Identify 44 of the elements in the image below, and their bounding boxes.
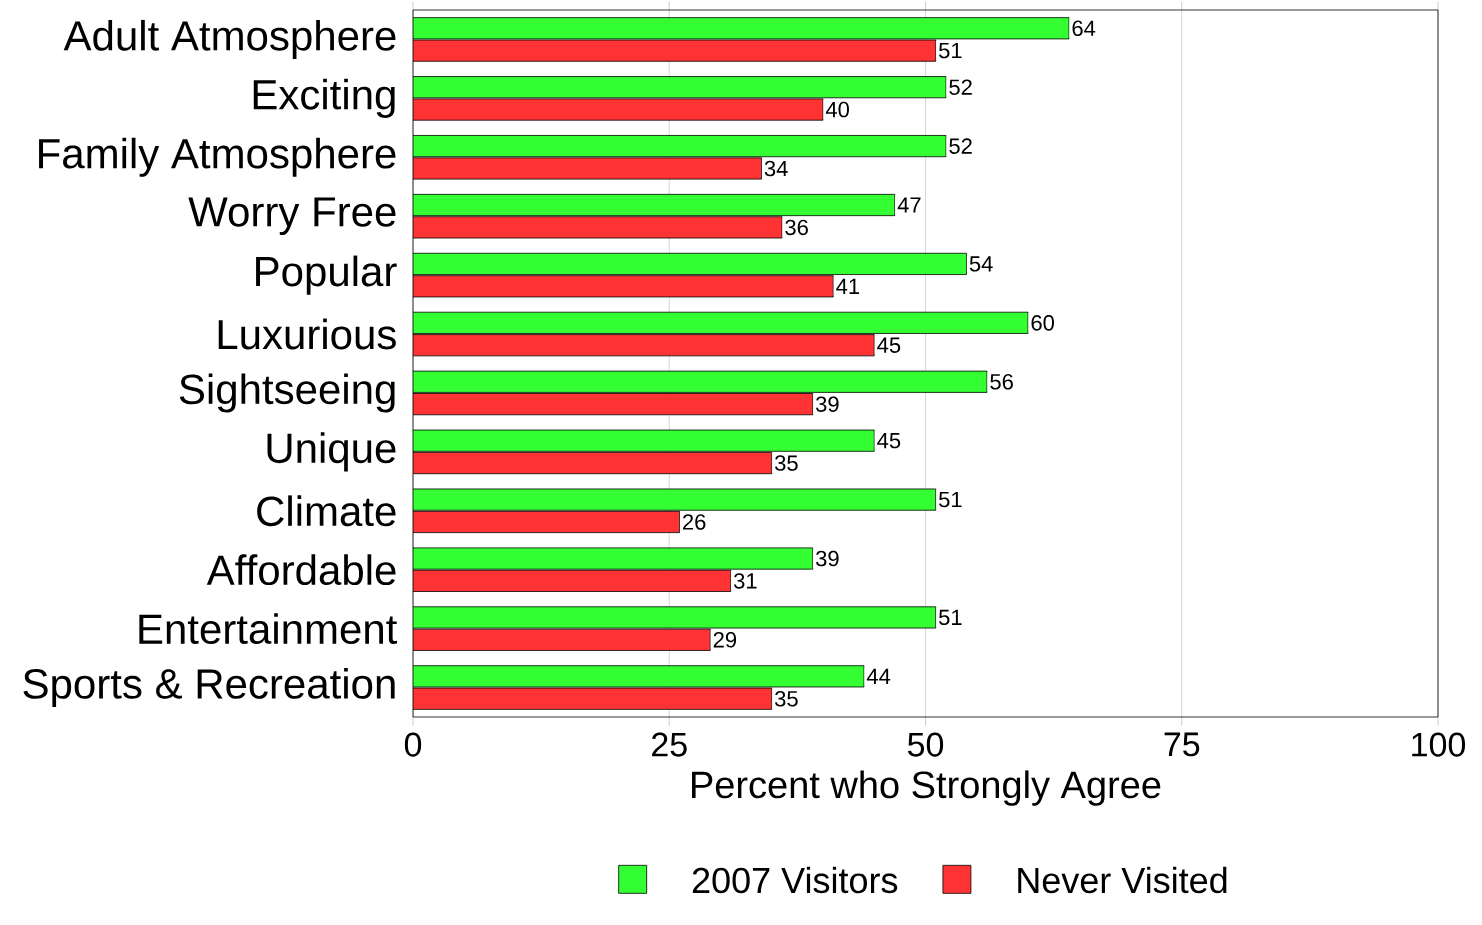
data-label: 45 (877, 337, 901, 353)
y-tick-label: Unique (267, 432, 396, 472)
data-label: 41 (836, 278, 860, 294)
data-label: 51 (939, 609, 962, 626)
x-tick-label: 25 (652, 732, 687, 757)
data-label: 35 (775, 690, 798, 707)
legend-label: Never Visited (1018, 866, 1227, 894)
data-label: 31 (734, 573, 757, 589)
x-tick-label: 50 (907, 732, 944, 757)
data-label: 52 (949, 138, 972, 154)
x-tick-label: 75 (1164, 732, 1200, 757)
data-label: 39 (816, 550, 839, 567)
y-tick-label: Adult Atmosphere (63, 19, 396, 60)
y-tick-label: Exciting (253, 78, 395, 118)
y-tick-label: Sports & Recreation (23, 667, 395, 708)
data-label: 36 (785, 219, 808, 236)
x-tick-label: 100 (1412, 732, 1466, 757)
data-label: 45 (877, 433, 901, 449)
data-label: 39 (816, 396, 839, 412)
data-label: 60 (1031, 315, 1054, 331)
data-label: 64 (1072, 20, 1096, 37)
data-label: 40 (825, 101, 849, 118)
y-tick-label: Family Atmosphere (39, 137, 396, 177)
y-tick-label: Climate (257, 495, 396, 527)
data-label: 35 (775, 455, 798, 471)
x-tick-label: 0 (404, 732, 422, 757)
data-label: 26 (683, 514, 706, 530)
y-tick-label: Entertainment (139, 613, 398, 645)
data-label: 29 (713, 632, 737, 648)
y-tick-label: Popular (256, 255, 397, 295)
data-label: 51 (939, 491, 962, 508)
data-label: 56 (990, 373, 1013, 390)
data-label: 44 (866, 668, 891, 684)
y-tick-label: Affordable (206, 554, 396, 586)
legend-label: 2007 Visitors (692, 866, 898, 894)
x-axis-title: Percent who Strongly Agree (692, 770, 1161, 806)
data-label: 34 (764, 160, 788, 177)
y-tick-label: Sightseeing (179, 373, 395, 413)
y-tick-label: Luxurious (218, 318, 396, 350)
data-label: 52 (949, 79, 972, 95)
data-label: 51 (939, 42, 962, 59)
data-label: 54 (969, 256, 993, 272)
data-label: 47 (897, 197, 921, 213)
y-tick-label: Worry Free (188, 197, 396, 236)
